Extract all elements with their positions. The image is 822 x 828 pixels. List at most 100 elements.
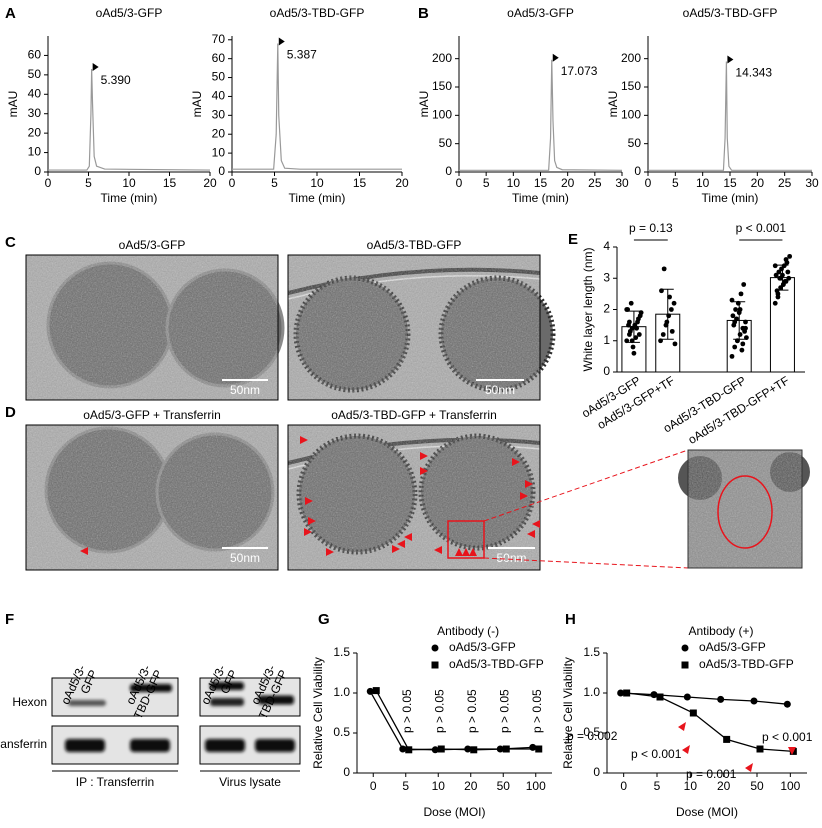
legend-marker <box>681 644 689 652</box>
marker <box>756 745 764 753</box>
y-tick-label: 150 <box>621 79 641 93</box>
x-tick-label: 15 <box>723 176 737 190</box>
blot-row-label: Transferrin <box>0 737 47 751</box>
y-axis-label: Relative Cell Viability <box>311 657 325 769</box>
blot-band <box>210 682 244 690</box>
x-tick-label: 0 <box>620 779 627 793</box>
scale-bar-label: 50nm <box>485 383 515 397</box>
arrowhead <box>532 520 540 528</box>
y-tick-label: 40 <box>28 86 42 100</box>
x-tick-label: 5 <box>483 176 490 190</box>
x-tick-label: 15 <box>163 176 177 190</box>
micrograph-frame <box>287 254 541 401</box>
x-axis-label: Dose (MOI) <box>423 805 485 819</box>
y-tick-label: 100 <box>621 108 641 122</box>
x-axis-label: Time (min) <box>512 191 569 205</box>
x-tick-label: 10 <box>507 176 521 190</box>
error-bar <box>661 288 674 340</box>
x-tick-label: 0 <box>370 779 377 793</box>
panel-label: E <box>568 231 578 248</box>
data-point <box>658 338 663 344</box>
x-tick-label: 20 <box>395 176 409 190</box>
x-tick-label: 30 <box>615 176 629 190</box>
arrowhead <box>434 546 442 554</box>
data-point <box>636 332 642 337</box>
data-point <box>774 288 780 294</box>
p-value: p = 0.13 <box>629 221 673 235</box>
data-point <box>729 353 735 359</box>
zoom-box <box>447 520 485 559</box>
data-point <box>778 275 784 281</box>
legend-marker <box>431 661 439 669</box>
legend-marker <box>681 661 689 669</box>
zoom-line <box>483 449 689 522</box>
marker <box>437 745 445 753</box>
trace <box>232 43 402 170</box>
blot-caption: IP : Transferrin <box>76 775 154 789</box>
y-tick-label: 1 <box>603 333 610 347</box>
x-tick-label: 100 <box>526 779 546 793</box>
fit-line <box>626 692 794 753</box>
marker <box>470 746 478 754</box>
micrograph-frame <box>25 424 279 571</box>
chart-title: oAd5/3-GFP <box>96 6 163 20</box>
chart-title: oAd5/3-TBD-GFP <box>270 6 365 20</box>
x-tick-label: 50 <box>750 779 764 793</box>
data-point <box>785 269 791 275</box>
marker <box>783 700 791 708</box>
arrowhead <box>469 548 477 556</box>
peak-marker <box>552 53 559 62</box>
micrograph-texture <box>288 425 540 570</box>
y-tick-label: 0 <box>218 164 225 178</box>
y-tick-label: 10 <box>28 145 42 159</box>
blot-band <box>65 739 105 752</box>
data-point <box>733 307 738 312</box>
legend-label: oAd5/3-TBD-GFP <box>449 657 544 671</box>
arrowhead <box>397 540 405 548</box>
data-point <box>781 263 787 269</box>
x-tick-label: 5 <box>85 176 92 190</box>
peak-label: 14.343 <box>735 66 772 80</box>
data-point <box>772 300 778 306</box>
y-tick-label: 50 <box>212 70 226 84</box>
arrowhead <box>404 533 412 541</box>
x-axis-label: Time (min) <box>101 191 158 205</box>
panel-label: C <box>5 234 16 251</box>
data-point <box>627 319 632 325</box>
marker <box>529 743 537 751</box>
p-value: p > 0.05 <box>400 689 414 733</box>
micrograph-texture <box>26 425 278 570</box>
y-tick-label: 1.5 <box>333 645 350 659</box>
x-axis-label: Time (min) <box>289 191 346 205</box>
data-point <box>630 344 636 350</box>
legend-marker <box>431 644 439 652</box>
marker <box>399 745 407 753</box>
chart-title: oAd5/3-TBD-GFP <box>683 6 778 20</box>
error-bar <box>776 264 789 291</box>
panel-label: D <box>5 404 16 421</box>
p-value: p > 0.05 <box>465 689 479 733</box>
blot-row-label: Hexon <box>12 695 47 709</box>
x-tick-label: 10 <box>310 176 324 190</box>
x-tick-label: 15 <box>534 176 548 190</box>
peak-label: 17.073 <box>561 64 598 78</box>
y-tick-label: 50 <box>628 136 642 150</box>
arrowhead <box>300 436 308 444</box>
y-axis-label: mAU <box>190 91 204 118</box>
data-point <box>732 319 738 325</box>
y-tick-label: 10 <box>212 145 226 159</box>
y-tick-label: 0 <box>603 364 610 378</box>
x-axis-label: Time (min) <box>702 191 759 205</box>
data-point <box>776 269 782 275</box>
marker <box>723 735 731 743</box>
y-tick-label: 0 <box>34 164 41 178</box>
p-value: p < 0.001 <box>631 747 682 761</box>
x-tick-label: 30 <box>805 176 819 190</box>
data-point <box>780 282 786 287</box>
data-point <box>624 307 630 312</box>
data-point <box>729 297 735 303</box>
zoom-line <box>483 557 689 569</box>
data-point <box>737 332 743 337</box>
error-bar <box>627 310 640 343</box>
